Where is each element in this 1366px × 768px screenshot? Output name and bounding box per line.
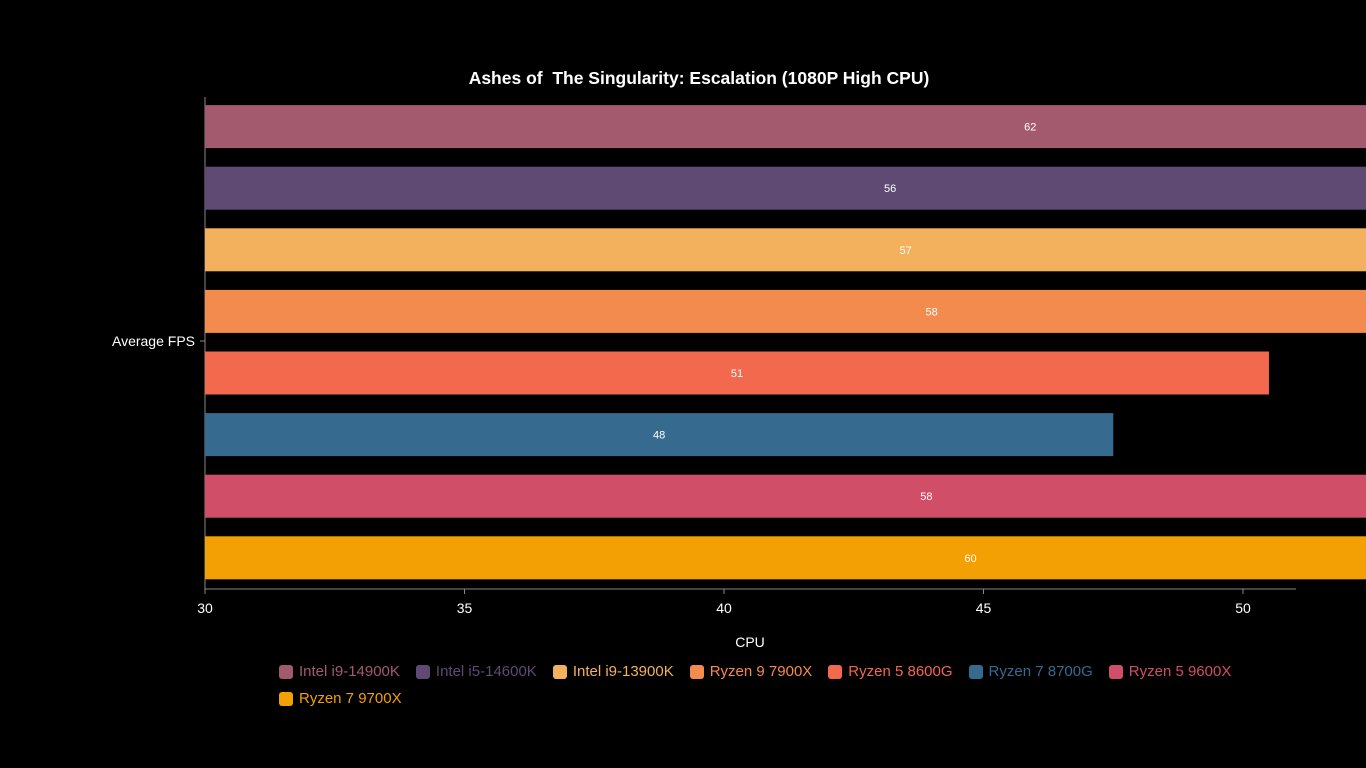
legend-swatch bbox=[828, 664, 843, 679]
bar-value-label: 58 bbox=[925, 306, 937, 318]
legend-label: Intel i9-14900K bbox=[299, 663, 400, 680]
bar bbox=[205, 228, 1366, 272]
legend-swatch bbox=[968, 664, 983, 679]
bar bbox=[205, 413, 1114, 457]
legend-item[interactable]: Intel i9-14900K bbox=[279, 662, 400, 681]
legend-item[interactable]: Ryzen 7 8700G bbox=[968, 662, 1093, 681]
legend-label: Ryzen 5 8600G bbox=[848, 663, 953, 680]
legend-item[interactable]: Intel i5-14600K bbox=[415, 662, 537, 681]
legend-label: Ryzen 5 9600X bbox=[1128, 663, 1232, 680]
y-category-label: Average FPS bbox=[112, 333, 195, 349]
legend-swatch bbox=[552, 664, 567, 679]
x-tick-label: 35 bbox=[457, 600, 473, 616]
bar-value-label: 57 bbox=[900, 245, 912, 257]
x-tick-label: 40 bbox=[716, 600, 732, 616]
bar bbox=[205, 166, 1366, 210]
x-tick-label: 30 bbox=[197, 600, 213, 616]
bar bbox=[205, 536, 1366, 580]
bar-value-label: 56 bbox=[884, 183, 896, 195]
bar-value-label: 48 bbox=[653, 430, 665, 442]
legend-label: Intel i9-13900K bbox=[572, 663, 674, 680]
bar bbox=[205, 351, 1269, 395]
bar-value-label: 58 bbox=[920, 491, 932, 503]
legend-swatch bbox=[1108, 664, 1123, 679]
legend-label: Intel i5-14600K bbox=[435, 663, 537, 680]
x-tick-label: 45 bbox=[976, 600, 992, 616]
legend-item[interactable]: Ryzen 5 8600G bbox=[828, 662, 953, 681]
bar-value-label: 51 bbox=[731, 368, 743, 380]
legend-label: Ryzen 9 7900X bbox=[709, 663, 813, 680]
bar bbox=[205, 474, 1366, 518]
legend-swatch bbox=[415, 664, 430, 679]
legend-swatch bbox=[689, 664, 704, 679]
legend-label: Ryzen 7 9700X bbox=[299, 690, 402, 707]
x-axis-title: CPU bbox=[735, 634, 765, 650]
legend-item[interactable]: Ryzen 7 9700X bbox=[279, 689, 402, 708]
legend-item[interactable]: Intel i9-13900K bbox=[552, 662, 674, 681]
bar-value-label: 62 bbox=[1024, 122, 1036, 134]
bar-value-label: 60 bbox=[964, 553, 976, 565]
legend-item[interactable]: Ryzen 9 7900X bbox=[689, 662, 813, 681]
x-tick-label: 50 bbox=[1235, 600, 1251, 616]
chart-legend: Intel i9-14900K Intel i5-14600K Intel i9-1… bbox=[279, 662, 1279, 708]
legend-swatch bbox=[279, 664, 293, 679]
bar bbox=[205, 289, 1366, 333]
bar bbox=[205, 105, 1366, 149]
legend-swatch bbox=[279, 691, 293, 706]
legend-item[interactable]: Ryzen 5 9600X bbox=[1108, 662, 1232, 681]
legend-label: Ryzen 7 8700G bbox=[988, 663, 1093, 680]
chart-title: Ashes of The Singularity: Escalation (10… bbox=[468, 68, 930, 88]
